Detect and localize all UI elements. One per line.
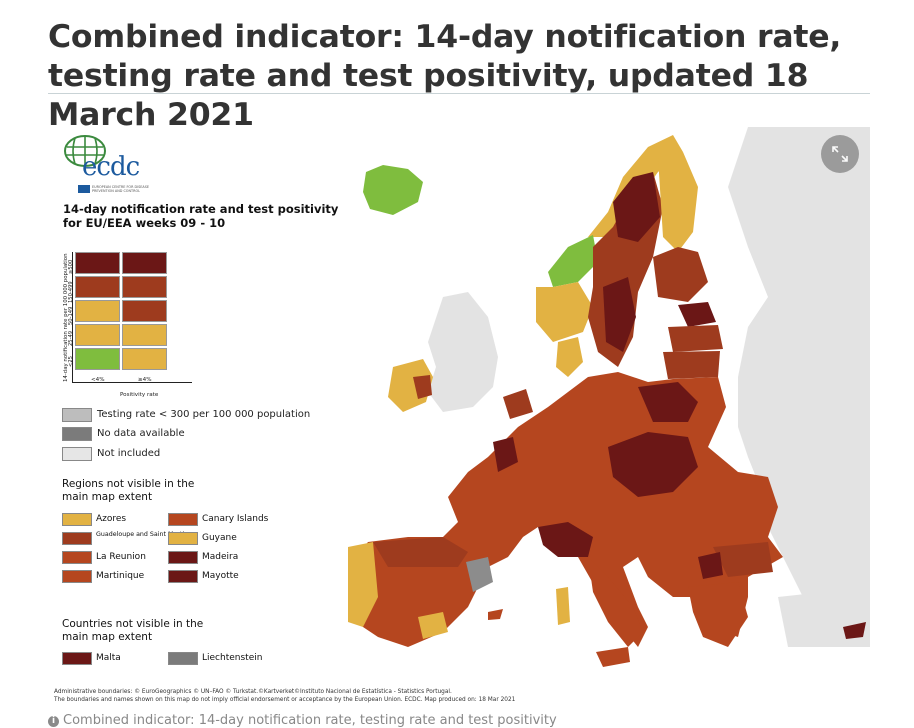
expand-button[interactable]	[821, 135, 859, 173]
matrix-cell-lt25-low	[75, 348, 120, 370]
footer-note-line-1: Administrative boundaries: © EuroGeograp…	[54, 689, 452, 695]
x-tick-1: <4%	[91, 377, 105, 383]
matrix-cell-50-high	[122, 300, 167, 322]
country-swatch	[62, 652, 92, 665]
info-icon: i	[48, 716, 59, 727]
matrix-cell-50-low	[75, 300, 120, 322]
ecdc-logo-text: ecdc	[82, 152, 140, 182]
region-swatch	[62, 532, 92, 545]
region-greece-north-dark	[698, 552, 723, 579]
region-spain-south-yellow	[418, 612, 448, 639]
matrix-cell-150-high	[122, 276, 167, 298]
region-ireland-east	[413, 375, 432, 399]
figure-caption-text: Combined indicator: 14-day notification …	[63, 713, 557, 728]
uk-not-included	[428, 292, 498, 412]
map-figure[interactable]: ecdc EUROPEAN CENTRE FOR DISEASE PREVENT…	[48, 127, 870, 707]
matrix-y-axis-line	[72, 252, 73, 382]
region-germany-west-dark	[493, 437, 518, 472]
region-italy-peninsula	[588, 557, 643, 647]
region-poland-dark	[638, 382, 698, 422]
region-central-dark	[608, 432, 698, 497]
region-lithuania	[663, 351, 720, 379]
y-axis-label: 14-day notification rate per 100 000 pop…	[63, 253, 69, 382]
ecdc-logo-subtext: EUROPEAN CENTRE FOR DISEASE PREVENTION A…	[92, 185, 150, 193]
matrix-cell-500-low	[75, 252, 120, 274]
region-iceland	[363, 165, 423, 215]
region-ireland	[388, 359, 433, 412]
country-swatch	[168, 652, 198, 665]
region-norway-green	[548, 235, 598, 287]
region-latvia	[668, 325, 723, 352]
region-greece	[688, 582, 748, 647]
region-swatch	[62, 513, 92, 526]
turkey-not-included	[778, 587, 870, 647]
legend-title-line-2: for EU/EEA weeks 09 - 10	[63, 216, 226, 230]
region-italy-north	[538, 522, 593, 557]
page-title: Combined indicator: 14-day notification …	[48, 19, 842, 133]
region-sardinia	[556, 587, 570, 625]
region-sicily	[596, 647, 630, 667]
region-swatch	[168, 532, 198, 545]
region-swatch	[168, 513, 198, 526]
region-swatch	[62, 551, 92, 564]
matrix-cell-500-high	[122, 252, 167, 274]
region-finland-south	[653, 247, 708, 302]
x-axis-label: Positivity rate	[120, 392, 159, 398]
region-swatch	[62, 570, 92, 583]
region-sweden-south-dark	[603, 277, 636, 352]
eu-flag-icon	[78, 185, 90, 193]
region-spain-north	[373, 537, 468, 567]
region-finland-north	[658, 152, 698, 252]
legend-title: 14-day notification rate and test positi…	[63, 202, 363, 230]
regions-not-visible-title: Regions not visible in the main map exte…	[62, 478, 195, 503]
region-sweden-north-dark	[613, 172, 660, 242]
matrix-cell-lt25-high	[122, 348, 167, 370]
region-swatch	[168, 570, 198, 583]
region-catalonia-grey	[466, 557, 493, 592]
region-bulgaria	[713, 542, 773, 577]
legend-title-line-1: 14-day notification rate and test positi…	[63, 202, 339, 216]
region-swatch	[168, 551, 198, 564]
x-tick-2: ≥4%	[138, 377, 152, 383]
region-estonia	[678, 302, 716, 327]
region-portugal	[348, 542, 378, 627]
expand-icon	[832, 146, 848, 162]
region-denmark	[556, 337, 583, 377]
title-divider	[48, 93, 870, 94]
europe-map	[348, 127, 870, 667]
matrix-cell-150-low	[75, 276, 120, 298]
matrix-x-axis-line	[72, 382, 192, 383]
figure-caption: i Combined indicator: 14-day notification…	[48, 713, 557, 728]
region-balearic	[488, 609, 503, 620]
footer-note-line-2: The boundaries and names shown on this m…	[54, 697, 516, 703]
matrix-cell-25-high	[122, 324, 167, 346]
region-netherlands	[503, 389, 533, 419]
matrix-cell-25-low	[75, 324, 120, 346]
region-cyprus	[843, 622, 866, 639]
region-norway-south	[536, 282, 593, 342]
countries-not-visible-title: Countries not visible in the main map ex…	[62, 618, 204, 643]
